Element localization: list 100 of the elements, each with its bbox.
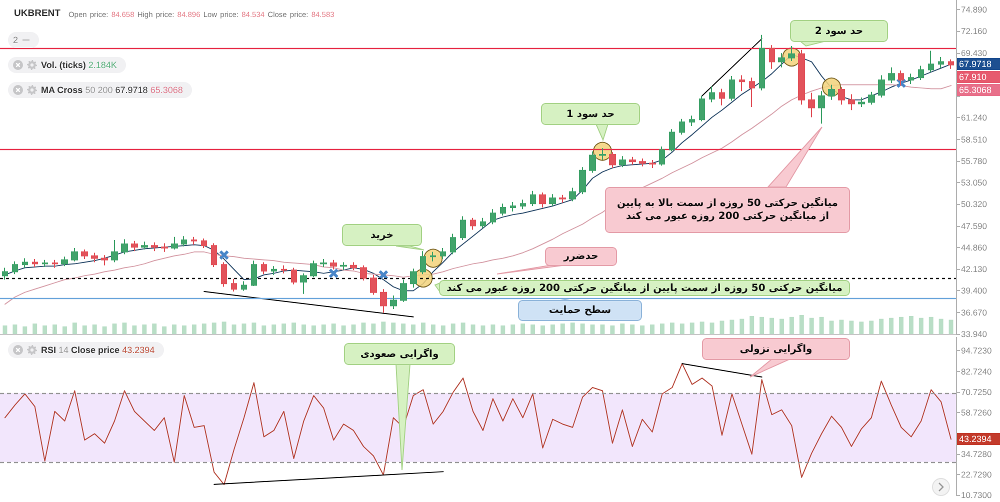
bar: [2, 325, 8, 334]
bar: [440, 325, 446, 334]
annotation: RSI 14 Close price 43.2394: [41, 345, 155, 355]
y-tick-label: 74.890: [961, 4, 988, 15]
bar: [500, 325, 506, 334]
y-tick-label: 50.320: [961, 199, 988, 210]
y-tick-label: 10.7300: [961, 490, 992, 500]
bar: [670, 322, 674, 334]
candlestick: [101, 254, 108, 266]
annotation: خرید: [342, 224, 422, 246]
candlestick: [649, 160, 656, 168]
bar: [859, 322, 864, 334]
point: [378, 270, 388, 280]
bar: [72, 322, 77, 334]
bar: [142, 324, 147, 334]
candlestick: [251, 260, 257, 286]
bar: [22, 326, 28, 334]
bar: [590, 324, 595, 334]
bar: [132, 325, 137, 334]
bar: [112, 324, 117, 334]
candlestick: [121, 238, 128, 255]
y-tick-label: 58.7260: [961, 408, 992, 418]
bar: [799, 315, 804, 334]
candlestick: [450, 233, 456, 255]
candlestick: [609, 152, 616, 168]
candlestick: [709, 86, 715, 103]
candlestick: [878, 74, 885, 98]
candlestick: [460, 216, 466, 241]
bar: [232, 324, 236, 334]
indicator-chip: MA Cross 50 200 67.9718 65.3068: [8, 82, 192, 98]
bar: [172, 324, 177, 334]
candlestick: [320, 258, 327, 268]
candlestick: [619, 156, 626, 168]
candlestick: [759, 34, 765, 91]
annotation: واگرایی صعودی: [344, 343, 455, 365]
candlestick: [71, 247, 78, 262]
text: 65.3068: [959, 84, 992, 96]
candlestick: [440, 247, 446, 260]
bar: [740, 318, 744, 334]
candlestick: [161, 242, 168, 252]
candlestick: [838, 86, 845, 106]
candlestick: [828, 84, 835, 100]
bar: [779, 318, 784, 334]
candlestick: [769, 44, 775, 70]
bar: [580, 324, 585, 334]
y-tick-label: 34.7280: [961, 448, 992, 459]
y-tick-label: 22.7290: [961, 469, 992, 480]
text: 43.2394: [959, 434, 992, 444]
indicator-chip: RSI 14 Close price 43.2394: [8, 342, 164, 358]
candlestick: [2, 267, 8, 280]
ref-line-label: حدضرر: [545, 247, 617, 266]
annotation: 2: [13, 35, 18, 45]
bar: [361, 322, 366, 334]
bar: [640, 325, 645, 334]
ref-line-label: حد سود 1: [541, 103, 640, 125]
bar: [630, 324, 635, 334]
candlestick: [300, 272, 307, 294]
bar: [122, 322, 127, 334]
candlestick: [918, 65, 924, 81]
y-tick-label: 44.860: [961, 242, 988, 252]
candlestick: [539, 192, 546, 208]
y-tick-label: 53.050: [961, 178, 988, 188]
bar: [262, 325, 266, 334]
bar: [750, 316, 754, 334]
candlestick: [470, 217, 476, 230]
candlestick: [679, 118, 685, 136]
bar: [620, 324, 625, 334]
bar: [470, 324, 476, 334]
bar: [301, 324, 306, 334]
bar: [680, 324, 684, 334]
bar: [460, 322, 466, 334]
candlestick: [848, 94, 855, 111]
bar: [480, 325, 486, 334]
bar: [789, 316, 794, 334]
candlestick: [131, 240, 138, 252]
candlestick: [749, 77, 755, 108]
candlestick: [141, 241, 148, 250]
bar: [720, 320, 724, 334]
candlestick: [271, 266, 277, 276]
bar: [760, 316, 764, 334]
bar: [42, 325, 48, 334]
candlestick: [629, 156, 636, 166]
candlestick: [798, 49, 805, 106]
bar: [839, 320, 844, 334]
bar: [898, 316, 904, 334]
bar: [52, 324, 58, 334]
candlestick: [888, 66, 895, 84]
point: [329, 268, 338, 278]
bar: [849, 320, 854, 334]
bar: [32, 324, 38, 334]
bar: [401, 324, 406, 334]
ref-line-label: حد سود 2: [790, 20, 888, 42]
candlestick: [91, 252, 98, 263]
y-tick-label: 58.510: [961, 134, 988, 144]
candlestick: [938, 56, 944, 69]
candlestick: [948, 58, 954, 70]
candlestick: [639, 158, 646, 167]
candlestick: [410, 268, 417, 288]
bar: [550, 324, 555, 334]
bar: [62, 326, 67, 334]
